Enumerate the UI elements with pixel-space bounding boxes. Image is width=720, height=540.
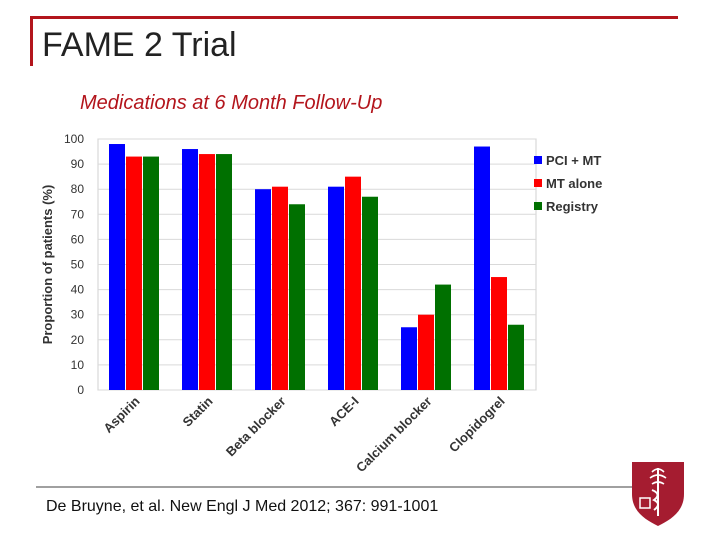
bar [216,154,232,390]
bar [508,324,524,390]
bar [362,196,378,390]
bar [418,314,434,390]
legend-label: MT alone [546,176,602,191]
bar [491,277,507,390]
bar [328,186,344,390]
x-tick-label: Clopidogrel [446,394,508,456]
shield-leaves [649,468,667,485]
footer-rule [36,486,676,488]
title-left-rule [30,16,33,66]
harvard-shield-logo-icon [632,462,684,526]
x-tick-label: Statin [179,393,215,429]
x-tick-label: Calcium blocker [353,394,435,476]
bar [345,176,361,390]
y-tick-label: 60 [71,232,85,246]
legend-swatch [534,202,542,210]
chart-subtitle: Medications at 6 Month Follow-Up [80,92,383,114]
shield-book [639,497,651,509]
y-tick-label: 90 [71,157,85,171]
bar [401,327,417,390]
legend-swatch [534,179,542,187]
legend-swatch [534,156,542,164]
slide-title: FAME 2 Trial [42,26,237,64]
y-tick-label: 30 [71,308,85,322]
bar [182,149,198,390]
bar [199,154,215,390]
x-tick-label: Beta blocker [223,394,289,460]
bar [272,186,288,390]
bar [255,189,271,390]
bar [126,156,142,390]
bar-chart: 0 10 20 30 40 50 60 70 80 90 100 Proportion of pati… [40,132,602,476]
bar [474,146,490,390]
y-axis-label: Proportion of patients (%) [40,185,55,345]
bar [435,284,451,390]
y-tick-label: 50 [71,258,85,272]
y-tick-label: 0 [77,383,84,397]
legend-label: PCI + MT [546,153,601,168]
y-tick-label: 70 [71,207,85,221]
shield-serpent [651,489,659,511]
bar [109,144,125,390]
bar [289,204,305,390]
y-tick-label: 20 [71,333,85,347]
y-tick-label: 10 [71,358,85,372]
y-tick-label: 40 [71,283,85,297]
legend-label: Registry [546,199,599,214]
bar [143,156,159,390]
title-top-rule [30,16,678,19]
x-tick-label: ACE-I [326,394,362,430]
citation: De Bruyne, et al. New Engl J Med 2012; 3… [46,498,439,515]
y-tick-label: 80 [71,182,85,196]
y-tick-label: 100 [64,132,84,146]
x-tick-label: Aspirin [100,393,142,435]
